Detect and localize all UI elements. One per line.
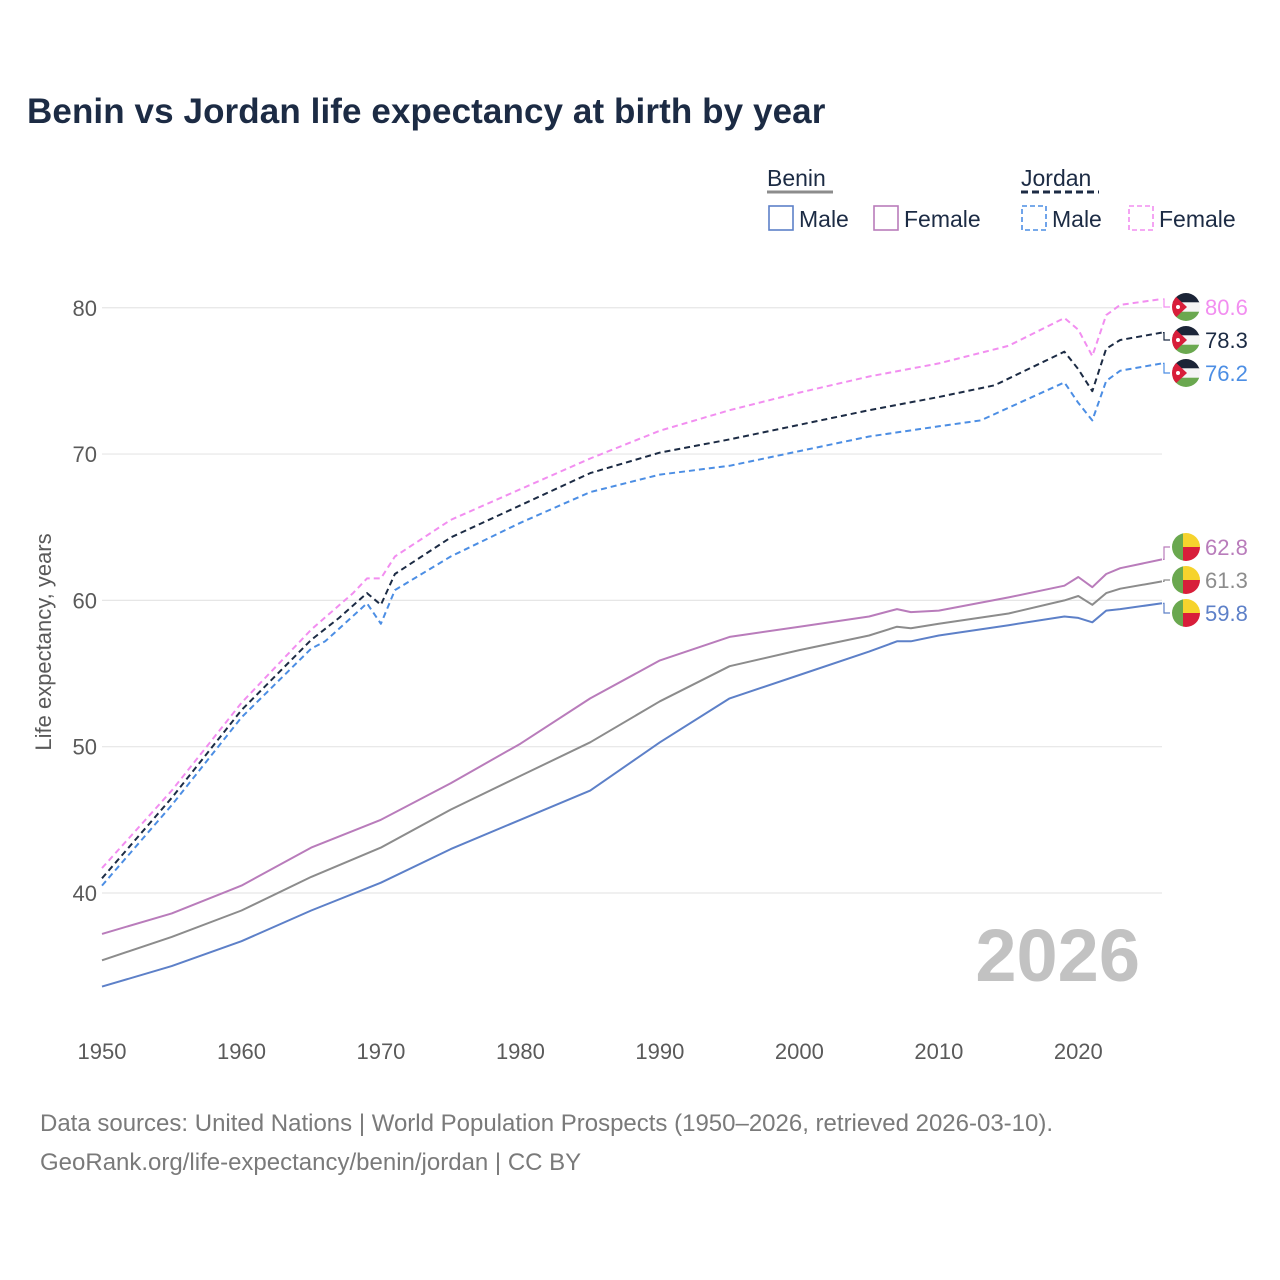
series-line-jordan-male[interactable] bbox=[101, 362, 1163, 887]
y-tick-label: 50 bbox=[73, 735, 97, 760]
legend-entry-label: Female bbox=[904, 206, 981, 232]
data-source-note: Data sources: United Nations | World Pop… bbox=[40, 1110, 1054, 1137]
benin-flag-icon bbox=[1172, 566, 1200, 594]
legend-swatch-female[interactable] bbox=[873, 205, 899, 231]
legend-country-label: Benin bbox=[767, 165, 826, 191]
end-label-jordan-total: 78.3 bbox=[1163, 326, 1248, 354]
jordan-flag-icon bbox=[1172, 326, 1200, 354]
x-tick-label: 2010 bbox=[914, 1039, 963, 1064]
y-tick-label: 80 bbox=[73, 296, 97, 321]
end-value-label: 76.2 bbox=[1205, 361, 1248, 386]
end-label-benin-total: 61.3 bbox=[1163, 566, 1248, 594]
x-tick-label: 2020 bbox=[1054, 1039, 1103, 1064]
end-labels: 80.6 78.3 76.2 62.8 61.3 59.8 bbox=[1163, 293, 1248, 627]
legend-swatch-male[interactable] bbox=[768, 205, 794, 231]
benin-flag-icon bbox=[1172, 599, 1200, 627]
legend-entry-label: Female bbox=[1159, 206, 1236, 232]
y-tick-label: 60 bbox=[73, 588, 97, 613]
end-value-label: 59.8 bbox=[1205, 601, 1248, 626]
legend-swatch-female[interactable] bbox=[1128, 205, 1154, 231]
benin-flag-icon bbox=[1172, 533, 1200, 561]
jordan-flag-icon bbox=[1172, 293, 1200, 321]
y-tick-label: 40 bbox=[73, 881, 97, 906]
x-tick-label: 1960 bbox=[217, 1039, 266, 1064]
footer: Data sources: United Nations | World Pop… bbox=[40, 1104, 1053, 1182]
chart-title: Benin vs Jordan life expectancy at birth… bbox=[27, 92, 826, 131]
end-label-benin-female: 62.8 bbox=[1163, 533, 1248, 561]
x-tick-label: 1970 bbox=[356, 1039, 405, 1064]
current-year-watermark: 2026 bbox=[975, 914, 1140, 997]
y-tick-label: 70 bbox=[73, 442, 97, 467]
series-line-benin-male[interactable] bbox=[101, 602, 1163, 988]
credit-link[interactable]: GeoRank.org/life-expectancy/benin/jordan… bbox=[40, 1149, 582, 1176]
series-line-jordan-female[interactable] bbox=[101, 298, 1163, 869]
y-axis-label: Life expectancy, years bbox=[31, 533, 56, 750]
end-label-benin-male: 59.8 bbox=[1163, 599, 1248, 627]
jordan-flag-icon bbox=[1172, 359, 1200, 387]
legend-entry-label: Male bbox=[799, 206, 849, 232]
legend[interactable]: Benin Male Female Jordan Male Female bbox=[767, 165, 1236, 232]
x-tick-label: 1990 bbox=[635, 1039, 684, 1064]
gridlines bbox=[102, 307, 1162, 894]
legend-country-label: Jordan bbox=[1021, 165, 1091, 191]
series-line-benin-total[interactable] bbox=[101, 580, 1163, 962]
legend-group-benin[interactable]: Benin Male Female bbox=[767, 165, 981, 232]
x-tick-label: 1980 bbox=[496, 1039, 545, 1064]
axes: 40 50 60 70 80 1950 1960 1970 1980 1990 2000 2010 20… bbox=[73, 296, 1103, 1064]
legend-swatch-male[interactable] bbox=[1021, 205, 1047, 231]
end-label-jordan-male: 76.2 bbox=[1163, 359, 1248, 387]
end-value-label: 61.3 bbox=[1205, 568, 1248, 593]
legend-entry-label: Male bbox=[1052, 206, 1102, 232]
end-value-label: 78.3 bbox=[1205, 328, 1248, 353]
end-label-jordan-female: 80.6 bbox=[1163, 293, 1248, 321]
series-line-benin-female[interactable] bbox=[101, 558, 1163, 935]
series-lines[interactable] bbox=[101, 298, 1163, 988]
series-line-jordan-total[interactable] bbox=[101, 331, 1163, 879]
legend-group-jordan[interactable]: Jordan Male Female bbox=[1021, 165, 1236, 232]
x-tick-label: 1950 bbox=[78, 1039, 127, 1064]
end-value-label: 80.6 bbox=[1205, 295, 1248, 320]
end-value-label: 62.8 bbox=[1205, 535, 1248, 560]
x-tick-label: 2000 bbox=[775, 1039, 824, 1064]
